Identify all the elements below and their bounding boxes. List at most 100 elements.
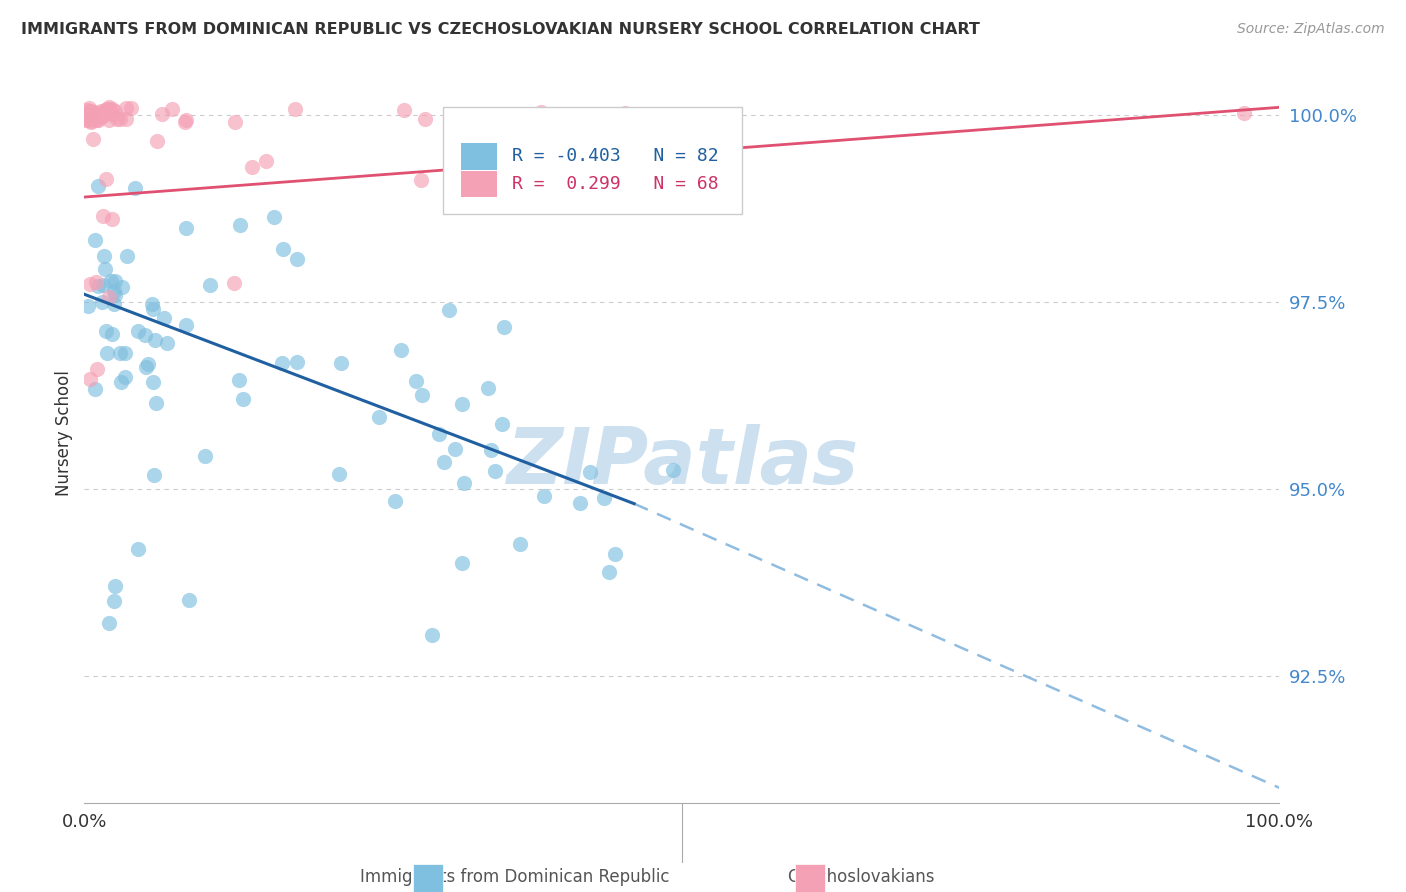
Point: [134, 328, 156, 343]
Point: [120, 101, 142, 115]
Point: [174, 318, 197, 332]
Text: Immigrants from Dominican Republic: Immigrants from Dominican Republic: [360, 868, 669, 886]
Point: [453, 476, 475, 491]
Point: [77, 101, 100, 115]
Point: [104, 579, 127, 593]
Point: [103, 594, 125, 608]
Point: [79, 113, 101, 128]
Point: [156, 335, 179, 350]
Point: [103, 284, 125, 298]
Point: [254, 153, 277, 168]
Point: [150, 107, 173, 121]
Point: [84, 275, 107, 289]
FancyBboxPatch shape: [443, 107, 742, 214]
Point: [285, 252, 308, 267]
FancyBboxPatch shape: [461, 170, 496, 197]
Point: [108, 345, 131, 359]
Point: [91, 277, 114, 292]
Point: [329, 356, 352, 370]
Point: [101, 212, 124, 227]
Point: [104, 274, 127, 288]
Point: [77, 105, 100, 120]
Point: [103, 296, 125, 310]
Point: [429, 426, 451, 441]
Point: [91, 109, 114, 123]
Point: [569, 495, 592, 509]
Point: [477, 381, 499, 395]
Point: [87, 278, 110, 293]
Point: [111, 280, 134, 294]
Point: [96, 103, 118, 117]
Point: [509, 537, 531, 551]
Point: [94, 325, 117, 339]
Point: [451, 557, 474, 571]
Point: [271, 355, 294, 369]
Text: IMMIGRANTS FROM DOMINICAN REPUBLIC VS CZECHOSLOVAKIAN NURSERY SCHOOL CORRELATION: IMMIGRANTS FROM DOMINICAN REPUBLIC VS CZ…: [21, 22, 980, 37]
Point: [79, 277, 101, 291]
Point: [83, 112, 105, 127]
Point: [97, 616, 120, 631]
Point: [87, 112, 110, 127]
Point: [79, 108, 101, 122]
Point: [603, 547, 626, 561]
Point: [93, 249, 115, 263]
Point: [384, 494, 406, 508]
Point: [444, 442, 467, 457]
Point: [105, 112, 128, 127]
Point: [90, 103, 112, 118]
Y-axis label: Nursery School: Nursery School: [55, 369, 73, 496]
Point: [100, 274, 122, 288]
Point: [1233, 106, 1256, 120]
Point: [94, 103, 117, 118]
Point: [135, 359, 157, 374]
Point: [93, 210, 115, 224]
Point: [484, 464, 506, 478]
Bar: [413, 863, 443, 892]
Point: [117, 249, 139, 263]
Point: [142, 467, 165, 482]
Text: Source: ZipAtlas.com: Source: ZipAtlas.com: [1237, 22, 1385, 37]
Point: [84, 382, 107, 396]
Point: [94, 262, 117, 277]
Point: [174, 115, 197, 129]
Point: [115, 101, 138, 115]
Point: [76, 110, 98, 124]
Point: [77, 111, 100, 125]
Point: [97, 113, 120, 128]
Point: [98, 290, 121, 304]
Point: [83, 233, 105, 247]
Point: [405, 374, 427, 388]
Point: [263, 210, 285, 224]
Point: [76, 108, 98, 122]
Point: [80, 115, 103, 129]
Point: [368, 409, 391, 424]
Point: [104, 288, 127, 302]
Point: [145, 396, 167, 410]
Point: [146, 135, 169, 149]
Point: [271, 242, 294, 256]
Point: [108, 112, 131, 126]
Point: [194, 449, 217, 463]
Point: [240, 160, 263, 174]
Point: [411, 387, 433, 401]
Point: [86, 106, 108, 120]
Text: R =  0.299   N = 68: R = 0.299 N = 68: [512, 175, 718, 193]
Point: [409, 173, 432, 187]
Point: [481, 442, 503, 457]
Point: [228, 373, 250, 387]
Point: [389, 343, 412, 358]
Point: [588, 108, 610, 122]
Point: [101, 102, 124, 116]
Point: [492, 319, 515, 334]
Point: [79, 104, 101, 119]
Point: [93, 105, 115, 120]
Text: ZIPatlas: ZIPatlas: [506, 425, 858, 500]
Point: [114, 370, 136, 384]
Point: [86, 112, 108, 127]
Point: [87, 179, 110, 194]
Point: [450, 397, 472, 411]
Point: [598, 565, 620, 579]
Point: [94, 103, 117, 117]
Point: [79, 372, 101, 386]
Point: [449, 111, 471, 125]
